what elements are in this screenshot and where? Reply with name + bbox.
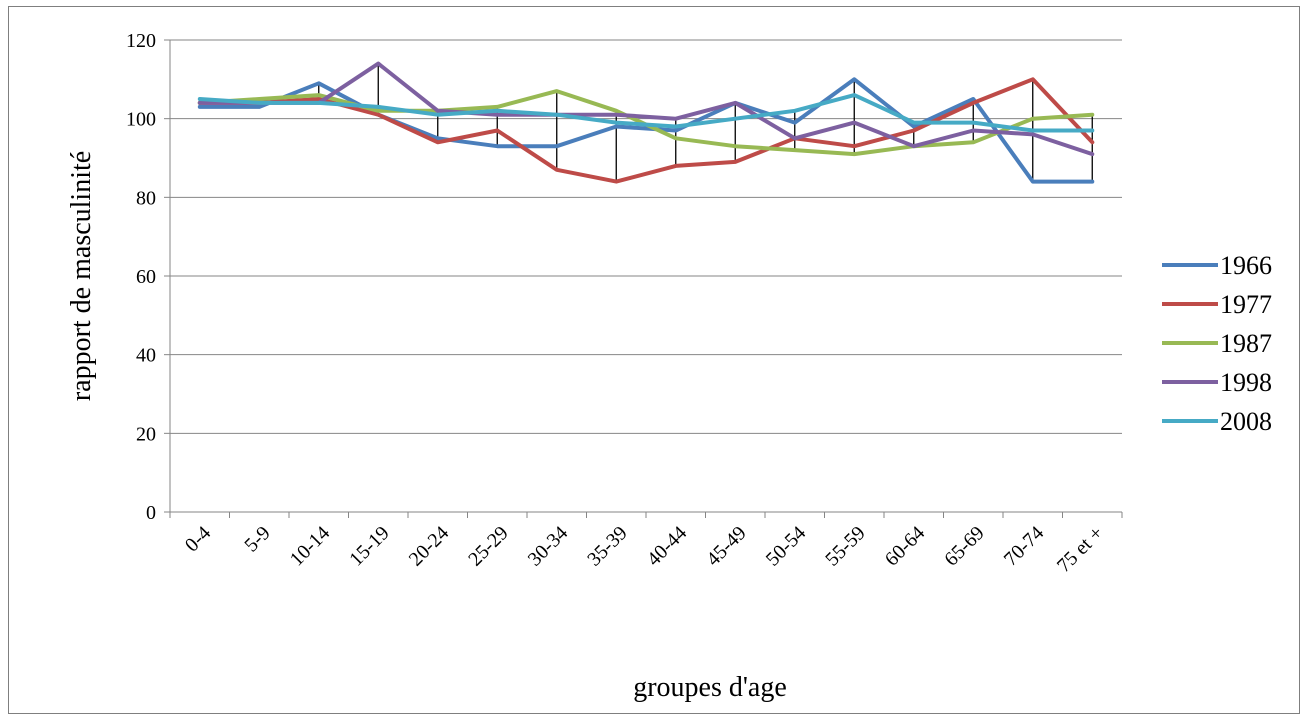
y-tick-label: 20 (136, 423, 156, 445)
legend-label: 1977 (1220, 290, 1272, 319)
x-tick-label: 65-69 (940, 522, 989, 571)
x-tick-label: 25-29 (464, 522, 513, 571)
legend-label: 2008 (1220, 407, 1272, 436)
y-tick-label: 0 (146, 502, 156, 524)
x-tick-label: 75 et + (1053, 522, 1108, 577)
y-tick-label: 60 (136, 266, 156, 288)
x-axis-title: groupes d'age (633, 672, 787, 703)
x-tick-label: 45-49 (702, 522, 751, 571)
series-line-1998 (197, 61, 1095, 157)
x-tick-label: 55-59 (821, 522, 870, 571)
gridlines (164, 39, 1123, 518)
y-axis-title: rapport de masculinité (66, 151, 97, 401)
legend-label: 1966 (1220, 251, 1272, 280)
x-axis-tick-labels: 0-4 5-9 10-14 15-19 20-24 25-29 30-34 35-39 40-4… (181, 522, 1108, 577)
legend-label: 1987 (1220, 329, 1272, 358)
x-tick-label: 5-9 (240, 522, 274, 556)
series-line-1966 (197, 77, 1095, 184)
legend: 1966 1977 1987 1998 2008 (1162, 251, 1272, 436)
series-line-2008 (197, 93, 1095, 133)
x-tick-label: 50-54 (762, 522, 811, 571)
y-tick-label: 120 (126, 30, 156, 52)
x-tick-label: 15-19 (345, 522, 394, 571)
y-axis-tick-labels: 0 20 40 60 80 100 120 (126, 30, 156, 524)
x-tick-label: 35-39 (583, 522, 632, 571)
x-tick-label: 0-4 (181, 522, 215, 556)
series-lines (197, 61, 1095, 184)
x-tick-label: 10-14 (286, 522, 335, 571)
x-tick-label: 60-64 (881, 522, 930, 571)
x-tick-label: 70-74 (1000, 522, 1049, 571)
legend-label: 1998 (1220, 368, 1272, 397)
y-tick-label: 40 (136, 345, 156, 367)
x-tick-label: 30-34 (524, 522, 573, 571)
y-tick-label: 100 (126, 109, 156, 131)
x-tick-label: 20-24 (405, 522, 454, 571)
y-tick-label: 80 (136, 187, 156, 209)
x-tick-label: 40-44 (643, 522, 692, 571)
